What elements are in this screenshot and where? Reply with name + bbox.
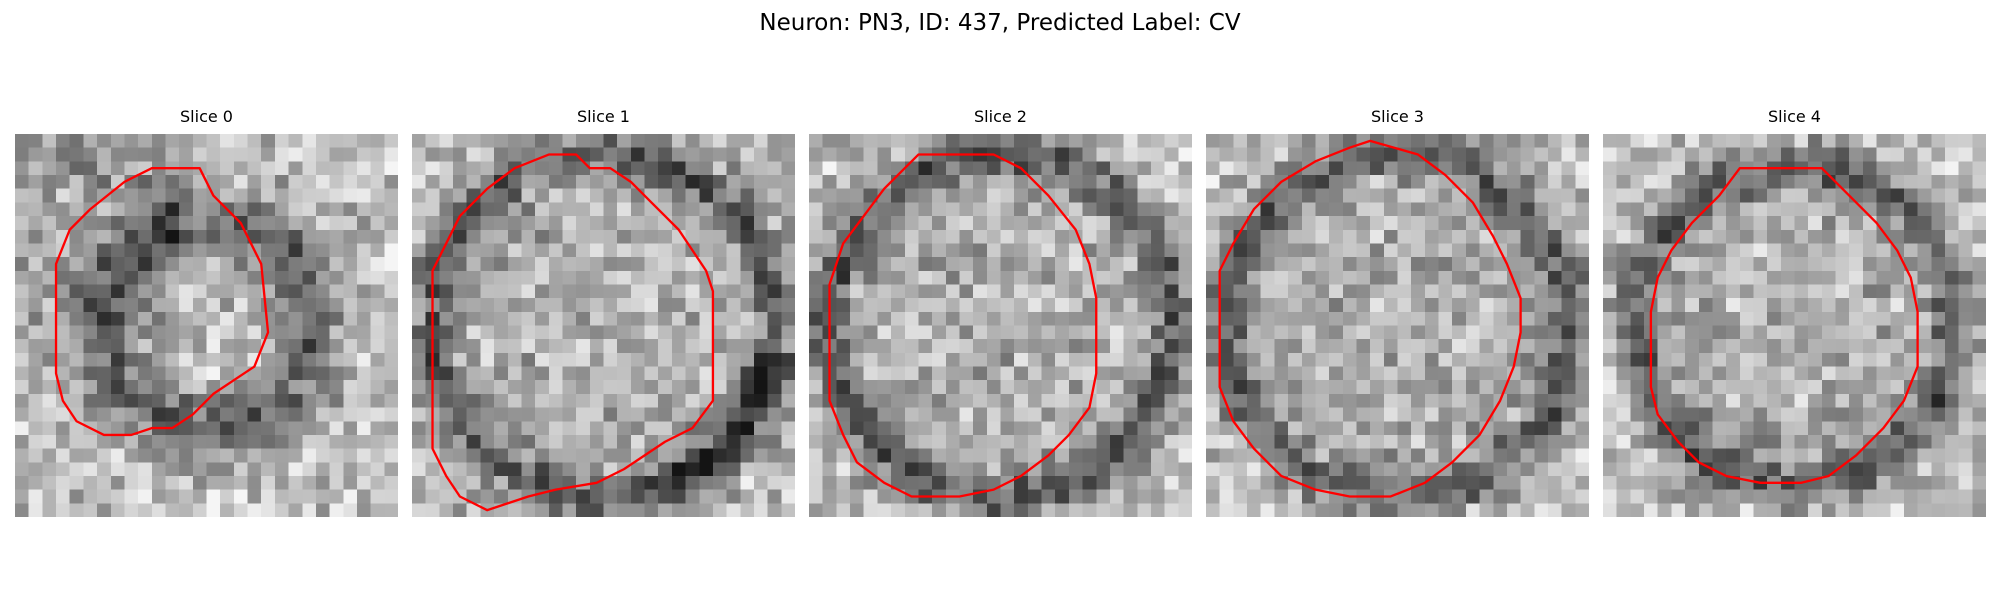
slice-3-image xyxy=(1206,134,1589,517)
segmentation-contour xyxy=(54,167,270,437)
segmentation-contour xyxy=(1218,139,1522,498)
panel-title-slice-0: Slice 0 xyxy=(180,107,233,126)
figure-title: Neuron: PN3, ID: 437, Predicted Label: C… xyxy=(759,10,1241,36)
slice-2-image xyxy=(809,134,1192,517)
segmentation-contour xyxy=(1649,167,1919,484)
slice-1-image xyxy=(412,134,795,517)
segmentation-contour xyxy=(828,153,1098,498)
panel-title-slice-1: Slice 1 xyxy=(577,107,630,126)
slice-0-image xyxy=(15,134,398,517)
panel-title-slice-4: Slice 4 xyxy=(1768,107,1821,126)
segmentation-contour xyxy=(431,153,715,512)
slice-4-image xyxy=(1603,134,1986,517)
panel-title-slice-3: Slice 3 xyxy=(1371,107,1424,126)
panel-title-slice-2: Slice 2 xyxy=(974,107,1027,126)
